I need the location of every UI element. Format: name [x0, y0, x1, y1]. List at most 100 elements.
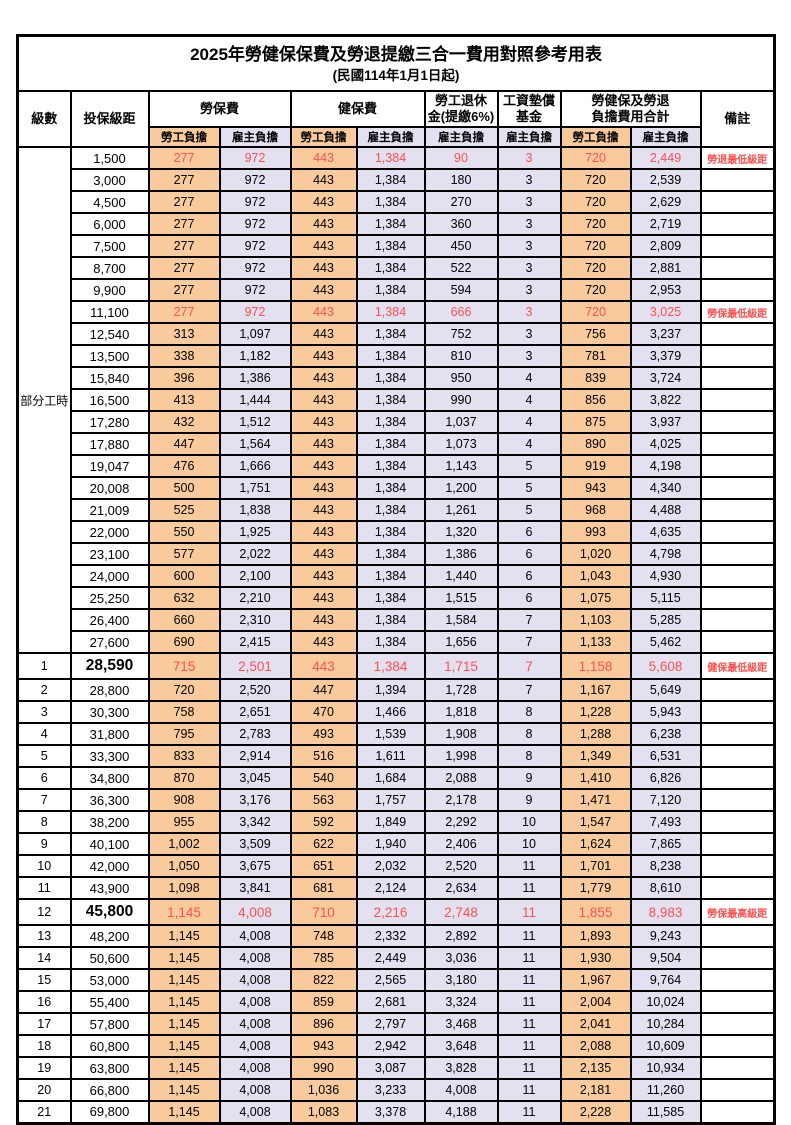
cell-remark	[699, 234, 776, 258]
table-row: 6,000 277 972 443 1,384 360 3 720 2,719	[18, 212, 776, 236]
cell-health-er: 1,384	[355, 366, 426, 390]
cell-labor-emp: 338	[147, 344, 221, 368]
subheader-health-employer: 雇主負擔	[355, 126, 426, 148]
cell-health-er: 1,611	[355, 744, 426, 768]
cell-total-er: 9,243	[629, 924, 702, 948]
cell-total-emp: 1,349	[559, 744, 632, 768]
cell-total-emp: 781	[559, 344, 632, 368]
cell-health-er: 1,384	[355, 564, 426, 588]
cell-fund-er: 5	[496, 454, 562, 478]
cell-fund-er: 11	[496, 946, 562, 970]
cell-labor-emp: 1,145	[147, 898, 221, 926]
cell-pension-er: 1,584	[423, 608, 499, 632]
cell-labor-er: 3,045	[218, 766, 292, 790]
cell-remark	[699, 766, 776, 790]
cell-fund-er: 10	[496, 832, 562, 856]
cell-bracket: 34,800	[69, 766, 150, 790]
subheader-total-employer: 雇主負擔	[629, 126, 702, 148]
cell-pension-er: 1,200	[423, 476, 499, 500]
cell-total-emp: 720	[559, 300, 632, 324]
cell-total-emp: 2,004	[559, 990, 632, 1014]
cell-total-emp: 1,228	[559, 700, 632, 724]
cell-total-er: 9,504	[629, 946, 702, 970]
table-row: 25,250 632 2,210 443 1,384 1,515 6 1,075 5,115	[18, 586, 776, 610]
cell-labor-emp: 632	[147, 586, 221, 610]
cell-health-emp: 443	[289, 212, 358, 236]
cell-level: 19	[16, 1056, 72, 1080]
cell-bracket: 26,400	[69, 608, 150, 632]
cell-labor-er: 4,008	[218, 968, 292, 992]
cell-bracket: 9,900	[69, 278, 150, 302]
table-row: 11,100 277 972 443 1,384 666 3 720 3,025 勞保最低級距	[18, 300, 776, 324]
cell-labor-er: 1,182	[218, 344, 292, 368]
table-row: 13,500 338 1,182 443 1,384 810 3 781 3,379	[18, 344, 776, 368]
cell-labor-emp: 1,145	[147, 1056, 221, 1080]
cell-labor-er: 2,520	[218, 678, 292, 702]
table-body: 部分工時 1,500 277 972 443 1,384 90 3 720 2,449 勞退最低級距…	[16, 146, 776, 1124]
table-row: 5 33,300 833 2,914 516 1,611 1,998 8 1,349 6,531	[16, 744, 776, 768]
cell-health-emp: 443	[289, 542, 358, 566]
col-header-remark: 備註	[699, 90, 776, 148]
cell-total-er: 5,115	[629, 586, 702, 610]
cell-total-emp: 1,158	[559, 652, 632, 680]
cell-remark	[699, 344, 776, 368]
cell-pension-er: 1,320	[423, 520, 499, 544]
cell-total-emp: 1,043	[559, 564, 632, 588]
cell-health-emp: 443	[289, 146, 358, 170]
cell-health-emp: 443	[289, 190, 358, 214]
cell-health-er: 2,332	[355, 924, 426, 948]
cell-total-emp: 1,779	[559, 876, 632, 900]
cell-labor-er: 4,008	[218, 990, 292, 1014]
cell-total-emp: 943	[559, 476, 632, 500]
cell-remark	[699, 876, 776, 900]
cell-total-emp: 2,181	[559, 1078, 632, 1102]
cell-total-er: 3,237	[629, 322, 702, 346]
cell-labor-emp: 277	[147, 256, 221, 280]
cell-total-er: 7,493	[629, 810, 702, 834]
cell-total-er: 2,881	[629, 256, 702, 280]
cell-total-emp: 1,167	[559, 678, 632, 702]
cell-remark	[699, 212, 776, 236]
cell-total-emp: 993	[559, 520, 632, 544]
cell-fund-er: 6	[496, 520, 562, 544]
cell-remark	[699, 366, 776, 390]
table-row: 4 31,800 795 2,783 493 1,539 1,908 8 1,288 6,238	[16, 722, 776, 746]
col-header-bracket: 投保級距	[69, 90, 150, 148]
cell-fund-er: 3	[496, 300, 562, 324]
cell-health-emp: 681	[289, 876, 358, 900]
cell-level: 15	[16, 968, 72, 992]
cell-bracket: 66,800	[69, 1078, 150, 1102]
cell-total-emp: 2,041	[559, 1012, 632, 1036]
cell-remark	[699, 454, 776, 478]
cell-remark: 勞保最高級距	[699, 898, 776, 926]
cell-remark	[699, 608, 776, 632]
cell-health-er: 1,757	[355, 788, 426, 812]
cell-total-er: 6,826	[629, 766, 702, 790]
cell-labor-er: 2,914	[218, 744, 292, 768]
cell-remark	[699, 722, 776, 746]
cell-labor-emp: 447	[147, 432, 221, 456]
cell-remark	[699, 498, 776, 522]
table-row: 18 60,800 1,145 4,008 943 2,942 3,648 11 2,088 10…	[16, 1034, 776, 1058]
cell-health-emp: 443	[289, 234, 358, 258]
table-row: 11 43,900 1,098 3,841 681 2,124 2,634 11 1,779 8,…	[16, 876, 776, 900]
cell-level: 8	[16, 810, 72, 834]
table-row: 23,100 577 2,022 443 1,384 1,386 6 1,020 4,798	[18, 542, 776, 566]
table-row: 20,008 500 1,751 443 1,384 1,200 5 943 4,340	[18, 476, 776, 500]
table-row: 14 50,600 1,145 4,008 785 2,449 3,036 11 1,930 9,…	[16, 946, 776, 970]
cell-pension-er: 2,892	[423, 924, 499, 948]
cell-total-er: 8,983	[629, 898, 702, 926]
table-row: 15 53,000 1,145 4,008 822 2,565 3,180 11 1,967 9,…	[16, 968, 776, 992]
table-row: 3 30,300 758 2,651 470 1,466 1,818 8 1,228 5,943	[16, 700, 776, 724]
cell-pension-er: 3,468	[423, 1012, 499, 1036]
cell-bracket: 43,900	[69, 876, 150, 900]
cell-labor-er: 4,008	[218, 1056, 292, 1080]
cell-pension-er: 1,728	[423, 678, 499, 702]
cell-fund-er: 5	[496, 498, 562, 522]
cell-level: 9	[16, 832, 72, 856]
cell-health-emp: 443	[289, 168, 358, 192]
cell-total-er: 7,865	[629, 832, 702, 856]
cell-health-er: 2,449	[355, 946, 426, 970]
cell-total-er: 5,649	[629, 678, 702, 702]
cell-total-emp: 720	[559, 234, 632, 258]
